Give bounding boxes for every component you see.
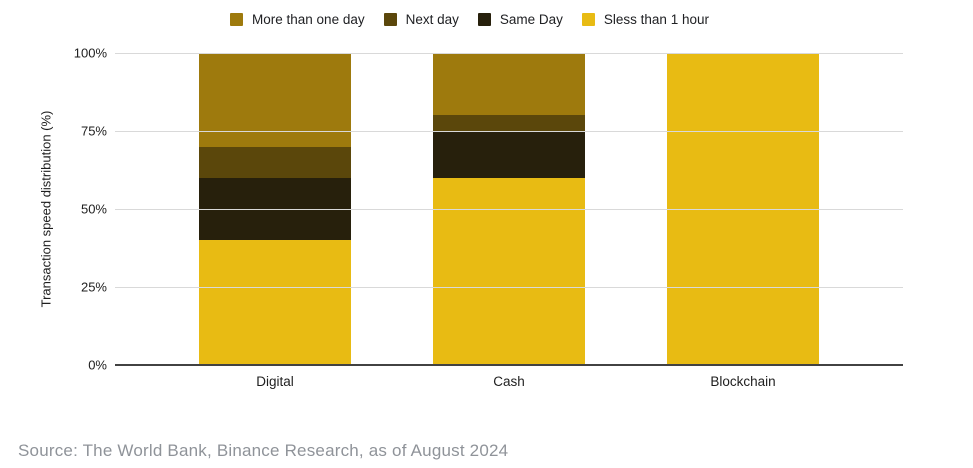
bar-segment <box>199 146 351 178</box>
gridline <box>115 131 903 132</box>
x-axis-label: Blockchain <box>710 374 776 389</box>
legend-swatch <box>581 13 595 26</box>
x-axis-label: Cash <box>493 374 525 389</box>
y-tick-label: 50% <box>80 201 107 217</box>
y-tick-label: 100% <box>73 45 107 61</box>
y-tick-label: 25% <box>80 279 107 295</box>
chart-legend: More than one day Next day Same Day Sless t… <box>0 12 956 27</box>
gridline <box>115 53 903 54</box>
legend-item: Sless than 1 hour <box>581 12 709 27</box>
y-axis-ticks: 100% 75% 50% 25% 0% <box>0 46 107 373</box>
bar-segment <box>199 240 351 365</box>
bar-segment <box>433 115 585 132</box>
bar-segment <box>199 53 351 147</box>
legend-swatch <box>477 13 491 26</box>
x-axis-labels: Digital Cash Blockchain <box>115 374 903 389</box>
x-axis-label: Digital <box>256 374 294 389</box>
bar-segment <box>433 53 585 116</box>
legend-label: Same Day <box>499 12 563 27</box>
y-tick-label: 0% <box>88 357 107 373</box>
legend-label: Sless than 1 hour <box>603 12 709 27</box>
source-note: Source: The World Bank, Binance Research… <box>18 441 509 460</box>
gridline <box>115 287 903 288</box>
legend-item: Same Day <box>477 12 563 27</box>
gridline <box>115 209 903 210</box>
plot-area <box>115 53 903 366</box>
legend-item: More than one day <box>230 12 365 27</box>
bar-segment <box>433 131 585 178</box>
legend-label: More than one day <box>252 12 365 27</box>
legend-swatch <box>230 13 244 26</box>
x-axis-line <box>115 364 903 366</box>
bar-segment <box>433 177 585 365</box>
y-tick-label: 75% <box>80 123 107 139</box>
legend-label: Next day <box>405 12 459 27</box>
legend-swatch <box>383 13 397 26</box>
legend-item: Next day <box>383 12 459 27</box>
